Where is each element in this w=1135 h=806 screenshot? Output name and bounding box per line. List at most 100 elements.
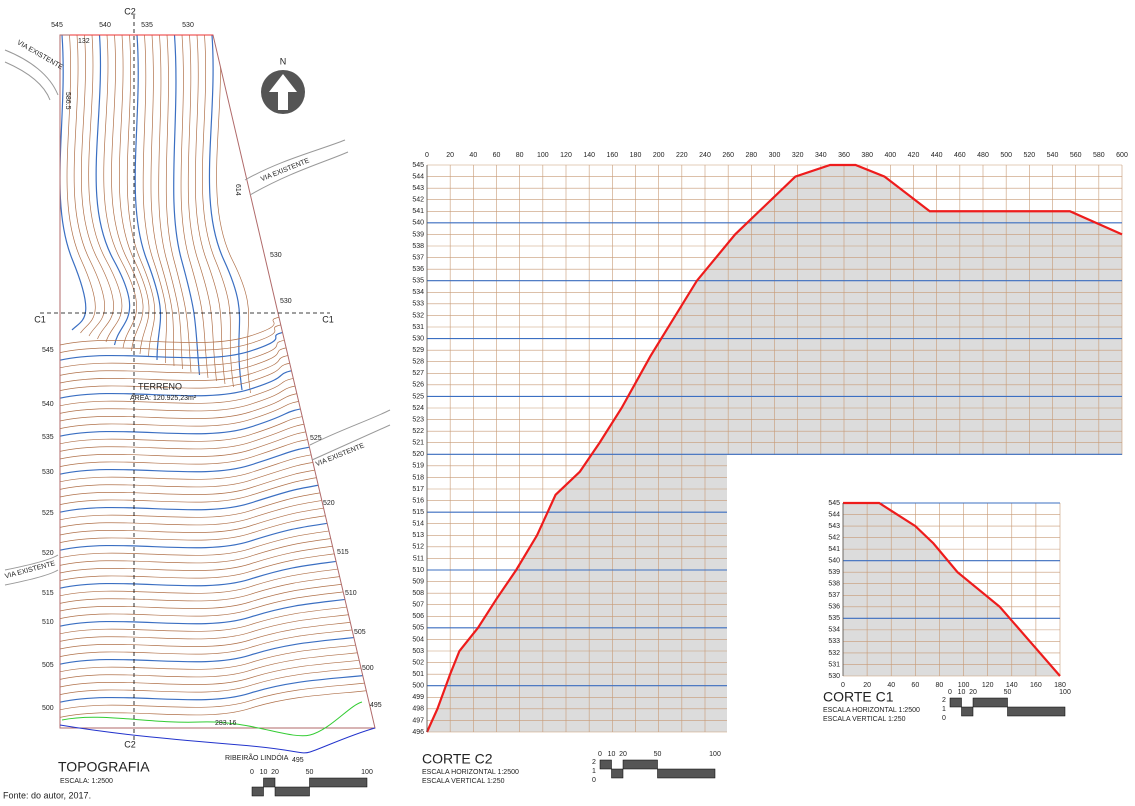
y-tick-label: 518 — [412, 474, 424, 481]
x-tick-label: 420 — [908, 152, 920, 159]
stream-label: RIBEIRÃO LINDÓIA — [225, 753, 289, 762]
y-tick-label: 496 — [412, 729, 424, 736]
y-tick-label: 532 — [828, 650, 840, 657]
scale-segment — [611, 768, 624, 779]
y-tick-label: 534 — [412, 289, 424, 296]
contour — [73, 34, 105, 337]
contour — [59, 428, 322, 460]
contour-label: 515 — [337, 549, 349, 556]
contour — [59, 375, 307, 407]
scale-label: 0 — [250, 769, 254, 776]
scale-label: 0 — [598, 751, 602, 758]
contour — [59, 398, 314, 429]
y-tick-label: 533 — [412, 301, 424, 308]
x-tick-label: 500 — [1000, 152, 1012, 159]
x-tick-label: 180 — [1054, 682, 1066, 689]
scale-side-label: 2 — [592, 759, 596, 766]
contour — [150, 34, 175, 367]
x-tick-label: 560 — [1070, 152, 1082, 159]
y-tick-label: 498 — [412, 706, 424, 713]
stream-green — [61, 701, 363, 737]
x-tick-label: 280 — [745, 152, 757, 159]
contour — [59, 527, 349, 559]
contour — [59, 504, 343, 536]
y-tick-label: 544 — [828, 511, 840, 518]
contour — [59, 383, 309, 414]
y-tick-label: 544 — [412, 173, 424, 180]
y-tick-label: 524 — [412, 405, 424, 412]
contour-label: 540 — [99, 22, 111, 29]
contour — [126, 34, 156, 358]
y-tick-label: 539 — [412, 231, 424, 238]
scale-segment — [309, 777, 368, 788]
scale-side-label: 1 — [942, 706, 946, 713]
dimension: 614 — [234, 184, 241, 196]
scale-label: 20 — [969, 689, 977, 696]
contour — [59, 322, 293, 353]
y-tick-label: 510 — [412, 567, 424, 574]
contour — [59, 352, 301, 384]
scale-segment — [251, 786, 264, 797]
contour — [59, 519, 347, 551]
x-tick-label: 200 — [653, 152, 665, 159]
contour-label: 500 — [362, 665, 374, 672]
y-tick-label: 499 — [412, 694, 424, 701]
contour — [165, 34, 192, 373]
x-tick-label: 80 — [936, 682, 944, 689]
x-tick-label: 300 — [769, 152, 781, 159]
contour — [59, 314, 291, 346]
scale-label: 50 — [1004, 689, 1012, 696]
y-tick-label: 529 — [412, 347, 424, 354]
y-tick-label: 511 — [413, 555, 424, 562]
x-tick-label: 580 — [1093, 152, 1105, 159]
contour — [173, 34, 201, 376]
contour — [59, 413, 318, 445]
scale-segment — [599, 759, 612, 770]
contour-label: 515 — [42, 590, 54, 597]
contour — [59, 436, 324, 467]
profile-line — [425, 163, 1123, 733]
y-tick-label: 535 — [828, 615, 840, 622]
y-tick-label: 540 — [828, 558, 840, 565]
contour — [134, 34, 162, 361]
north-label: N — [280, 56, 287, 66]
contour-label: 545 — [42, 347, 54, 354]
contour-label: 495 — [292, 757, 304, 764]
y-tick-label: 500 — [412, 683, 424, 690]
contour — [59, 641, 381, 673]
scale-side-label: 0 — [592, 777, 596, 784]
y-tick-label: 541 — [828, 546, 840, 553]
contour — [59, 580, 364, 612]
x-tick-label: 100 — [537, 152, 549, 159]
x-tick-label: 160 — [606, 152, 618, 159]
contour — [59, 489, 339, 521]
road — [4, 49, 59, 96]
contour — [59, 565, 360, 597]
y-tick-label: 530 — [828, 673, 840, 680]
contour — [59, 687, 393, 718]
contour — [59, 656, 385, 688]
scale-label: 50 — [306, 769, 314, 776]
contour-label: 535 — [141, 22, 153, 29]
contour — [59, 390, 312, 422]
y-tick-label: 522 — [412, 428, 424, 435]
x-tick-label: 60 — [493, 152, 501, 159]
contour — [208, 34, 243, 391]
scale-label: 20 — [619, 751, 627, 758]
y-tick-label: 514 — [412, 521, 424, 528]
contour-label: 530 — [42, 469, 54, 476]
profile-area — [843, 503, 1060, 676]
x-tick-label: 400 — [884, 152, 896, 159]
contour — [81, 34, 114, 340]
x-tick-label: 120 — [982, 682, 994, 689]
scale-segment — [274, 786, 310, 797]
x-tick-label: 460 — [954, 152, 966, 159]
y-tick-label: 536 — [828, 604, 840, 611]
contour — [59, 595, 368, 627]
road — [4, 569, 59, 586]
x-tick-label: 440 — [931, 152, 943, 159]
y-tick-label: 540 — [412, 220, 424, 227]
x-tick-label: 0 — [425, 152, 429, 159]
contour — [59, 588, 366, 619]
y-tick-label: 527 — [412, 370, 424, 377]
